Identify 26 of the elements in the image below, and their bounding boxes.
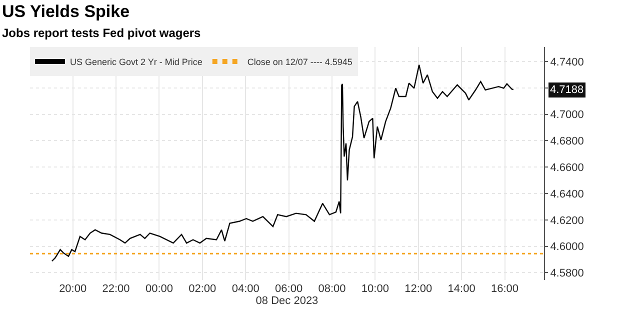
- line-series: [51, 64, 514, 262]
- legend-label: Close on 12/07 ---- 4.5945: [247, 57, 352, 68]
- y-tick-label: 4.7000: [550, 109, 584, 122]
- y-tick-label: 4.6800: [550, 136, 584, 148]
- x-axis-title: 08 Dec 2023: [256, 295, 318, 308]
- x-tick-label: 14:00: [448, 283, 476, 295]
- x-tick-label: 08:00: [318, 283, 346, 295]
- x-tick-label: 00:00: [145, 283, 173, 295]
- x-tick-label: 10:00: [361, 283, 389, 295]
- chart-title: US Yields Spike: [2, 2, 130, 21]
- y-tick-label: 4.6600: [550, 162, 584, 174]
- x-tick-label: 22:00: [102, 283, 130, 295]
- x-tick-label: 02:00: [188, 283, 216, 295]
- y-tick-label: 4.6000: [550, 241, 584, 254]
- chart-subtitle: Jobs report tests Fed pivot wagers: [2, 26, 202, 40]
- x-tick-label: 20:00: [59, 283, 87, 295]
- y-tick-label: 4.5800: [550, 268, 584, 280]
- y-tick-label: 4.6400: [550, 188, 584, 200]
- x-tick-label: 06:00: [275, 283, 303, 295]
- y-tick-label: 4.7400: [550, 56, 584, 68]
- y-tick-label: 4.6200: [550, 214, 584, 227]
- x-tick-label: 16:00: [491, 283, 519, 295]
- legend-label: US Generic Govt 2 Yr - Mid Price: [70, 57, 202, 68]
- x-tick-label: 12:00: [404, 283, 432, 295]
- x-tick-label: 04:00: [232, 283, 260, 295]
- text: 4.7188: [550, 84, 584, 96]
